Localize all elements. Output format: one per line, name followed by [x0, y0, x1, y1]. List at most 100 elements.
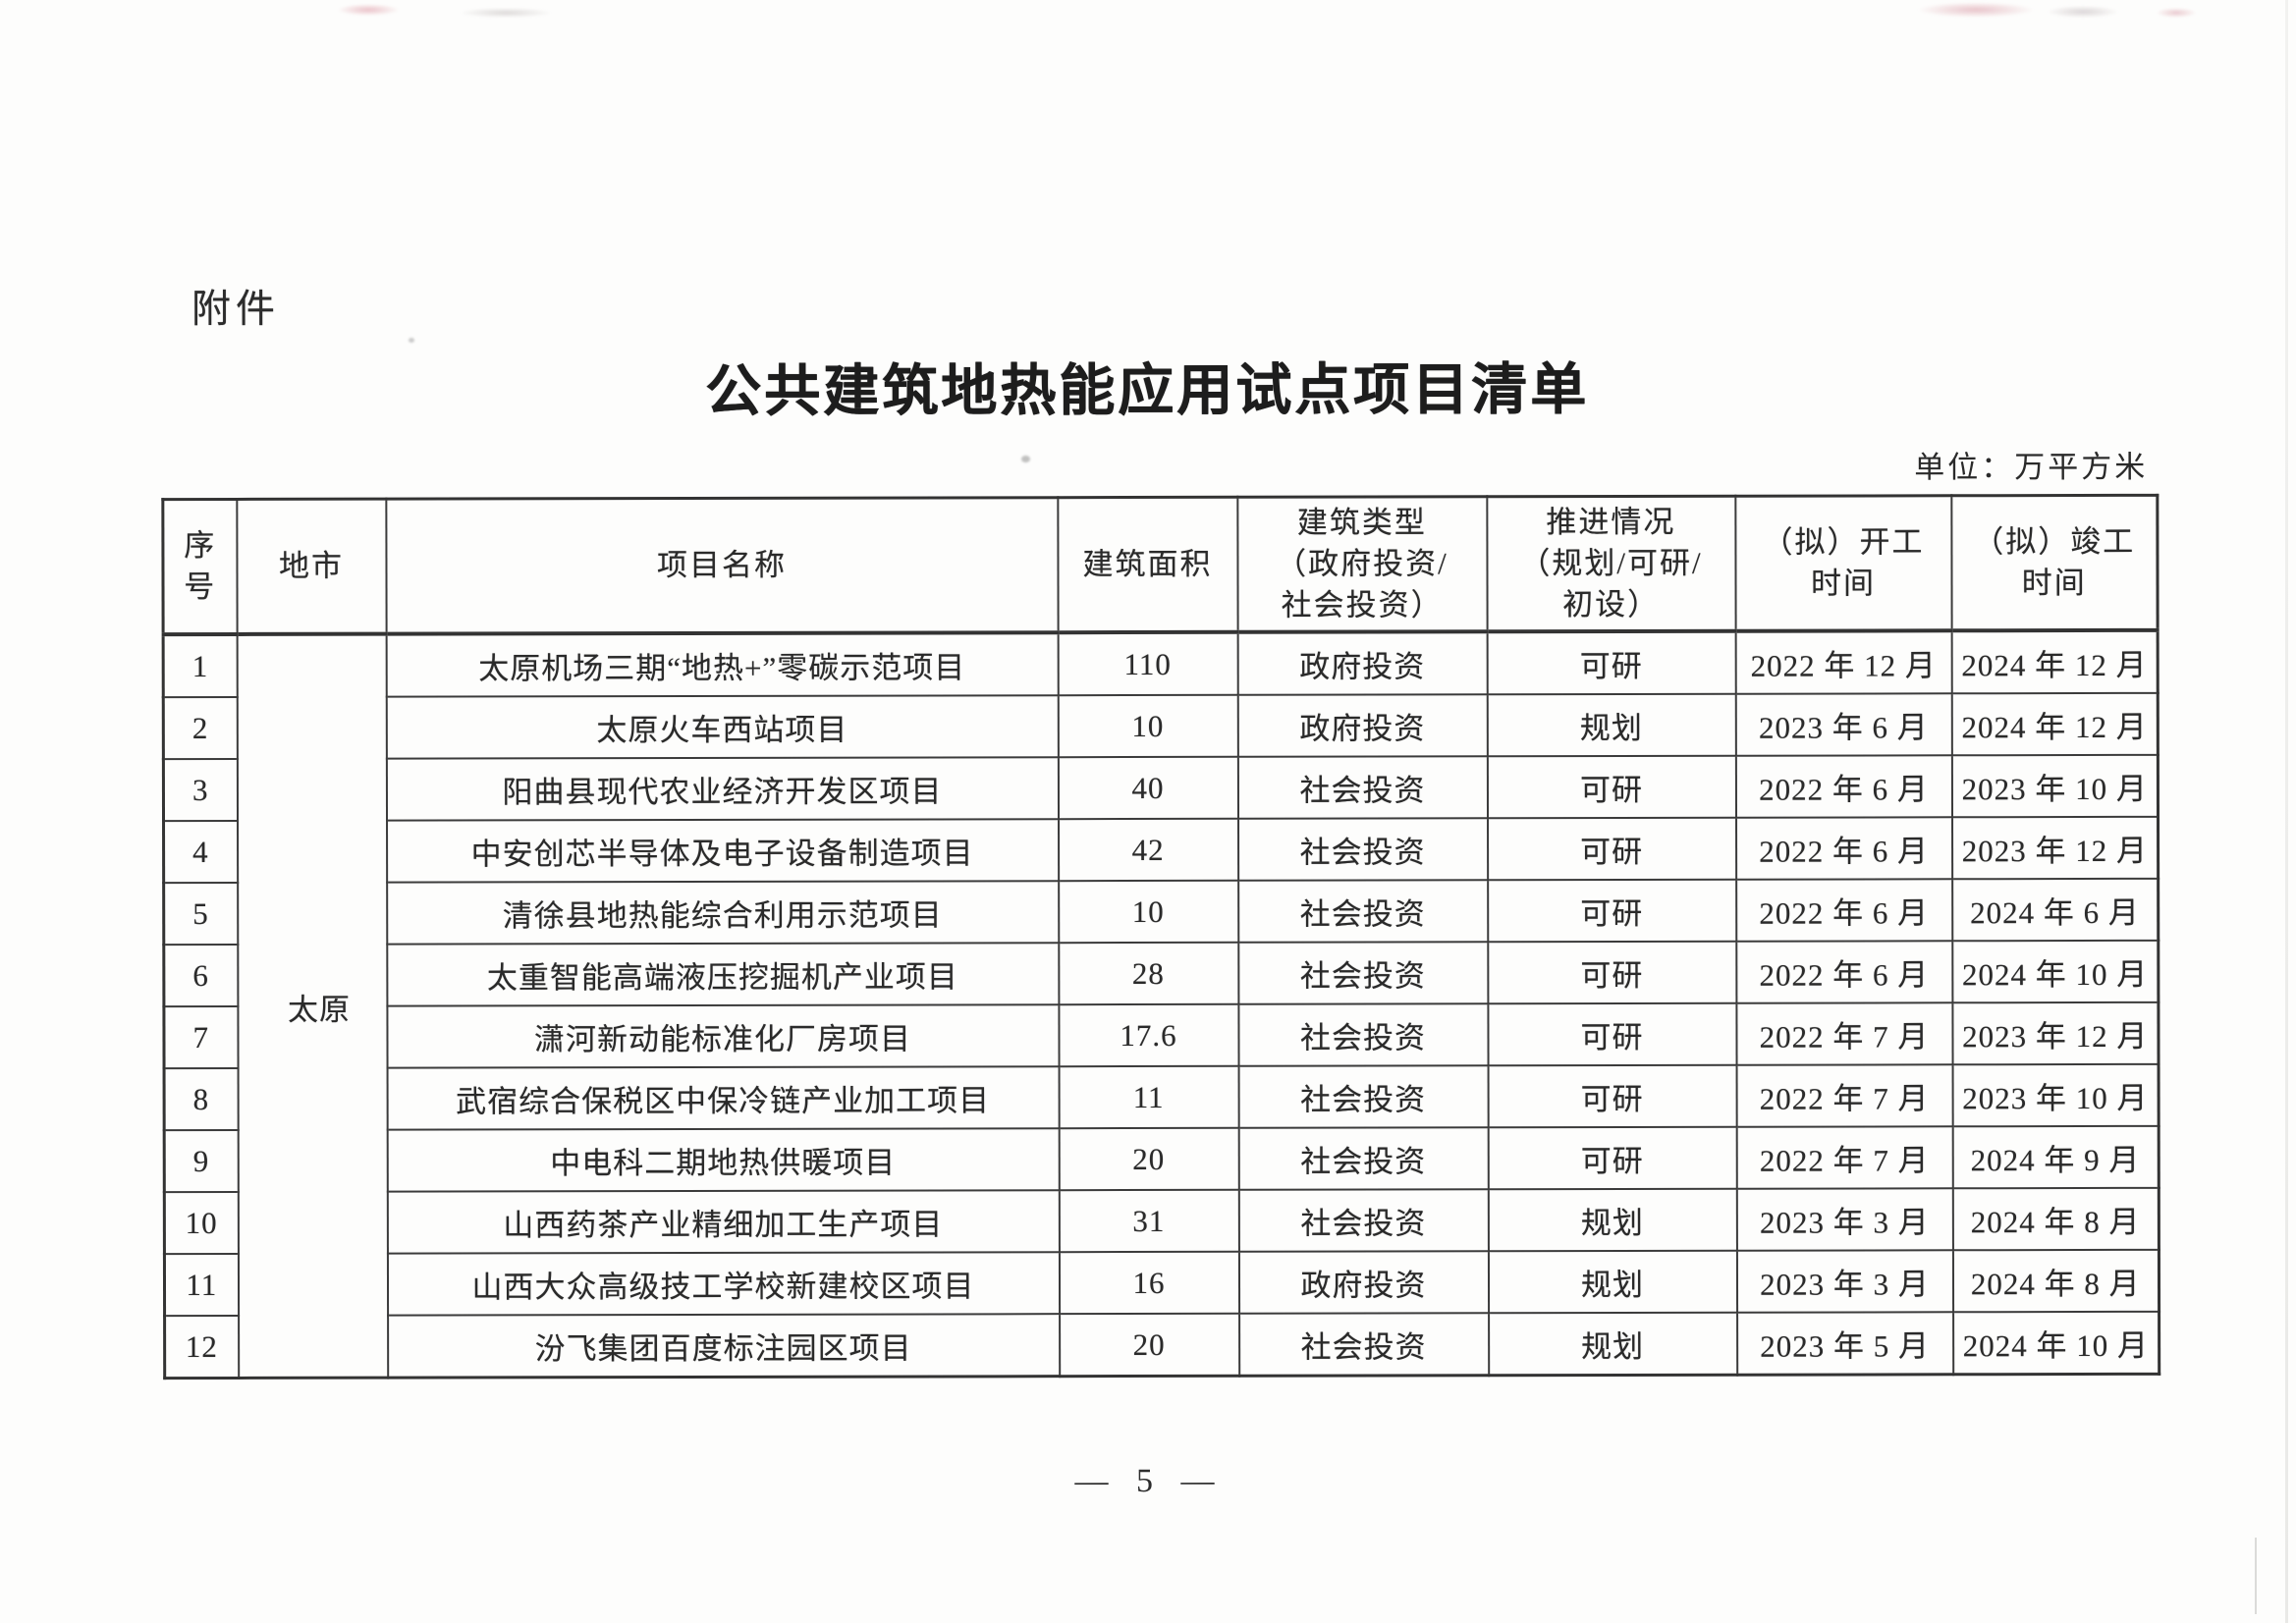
- cell-start: 2023 年 3 月: [1736, 1188, 1953, 1251]
- cell-progress: 可研: [1487, 941, 1736, 1004]
- cell-area: 11: [1059, 1065, 1239, 1129]
- attachment-label: 附件: [191, 286, 280, 332]
- cell-area: 20: [1059, 1127, 1239, 1191]
- projects-table: 序 号 地市 项目名称 建筑面积 建筑类型 （政府投资/ 社会投资） 推进情况 …: [161, 493, 2161, 1380]
- cell-start: 2022 年 6 月: [1735, 755, 1952, 818]
- cell-project: 山西药茶产业精细加工生产项目: [387, 1190, 1060, 1254]
- cell-type: 社会投资: [1238, 1065, 1489, 1128]
- table-row: 5 清徐县地热能综合利用示范项目 10 社会投资 可研 2022 年 6 月 2…: [163, 878, 2159, 946]
- cell-seq: 3: [163, 758, 238, 822]
- table-row: 12 汾飞集团百度标注园区项目 20 社会投资 规划 2023 年 5 月 20…: [164, 1311, 2159, 1379]
- table-row: 11 山西大众高级技工学校新建校区项目 16 政府投资 规划 2023 年 3 …: [164, 1249, 2159, 1317]
- cell-finish: 2024 年 9 月: [1952, 1125, 2159, 1189]
- cell-start: 2022 年 6 月: [1735, 879, 1952, 942]
- table-header: 序 号 地市 项目名称 建筑面积 建筑类型 （政府投资/ 社会投资） 推进情况 …: [162, 495, 2159, 635]
- cell-type: 社会投资: [1238, 1127, 1489, 1190]
- cell-finish: 2024 年 8 月: [1952, 1249, 2159, 1313]
- cell-project: 太原机场三期“地热+”零碳示范项目: [386, 632, 1059, 697]
- table-row: 7 潇河新动能标准化厂房项目 17.6 社会投资 可研 2022 年 7 月 2…: [163, 1001, 2159, 1069]
- cell-seq: 6: [163, 944, 238, 1007]
- page-number: — 5 —: [1074, 1462, 1225, 1500]
- cell-area: 40: [1058, 756, 1238, 820]
- cell-progress: 规划: [1487, 693, 1736, 757]
- cell-project: 中电科二期地热供暖项目: [387, 1128, 1060, 1192]
- cell-type: 政府投资: [1237, 631, 1488, 695]
- table-row: 8 武宿综合保税区中保冷链产业加工项目 11 社会投资 可研 2022 年 7 …: [164, 1063, 2159, 1131]
- cell-area: 10: [1058, 694, 1238, 758]
- cell-start: 2023 年 5 月: [1736, 1312, 1953, 1376]
- table-body: 1 太原 太原机场三期“地热+”零碳示范项目 110 政府投资 可研 2022 …: [163, 629, 2159, 1379]
- cell-type: 政府投资: [1237, 694, 1488, 757]
- cell-project: 阳曲县现代农业经济开发区项目: [386, 757, 1059, 821]
- cell-finish: 2023 年 12 月: [1951, 816, 2159, 880]
- table-row: 3 阳曲县现代农业经济开发区项目 40 社会投资 可研 2022 年 6 月 2…: [163, 754, 2159, 822]
- header-row: 序 号 地市 项目名称 建筑面积 建筑类型 （政府投资/ 社会投资） 推进情况 …: [162, 495, 2159, 635]
- cell-type: 社会投资: [1238, 1189, 1489, 1252]
- table-row: 9 中电科二期地热供暖项目 20 社会投资 可研 2022 年 7 月 2024…: [164, 1125, 2159, 1193]
- cell-seq: 1: [163, 633, 238, 698]
- cell-seq: 4: [163, 820, 238, 884]
- cell-progress: 可研: [1487, 879, 1736, 943]
- header-finish: （拟）竣工 时间: [1950, 495, 2159, 631]
- cell-area: 10: [1058, 880, 1238, 944]
- cell-type: 社会投资: [1237, 1003, 1489, 1066]
- cell-seq: 9: [164, 1129, 239, 1193]
- cell-finish: 2023 年 12 月: [1951, 1001, 2159, 1065]
- cell-project: 太原火车西站项目: [386, 695, 1059, 759]
- cell-progress: 可研: [1487, 755, 1736, 819]
- cell-progress: 规划: [1488, 1250, 1737, 1314]
- header-progress: 推进情况 （规划/可研/ 初设）: [1486, 496, 1736, 632]
- cell-type: 社会投资: [1237, 818, 1488, 881]
- cell-progress: 规划: [1488, 1312, 1737, 1376]
- cell-start: 2022 年 6 月: [1735, 941, 1952, 1003]
- cell-seq: 2: [163, 696, 238, 760]
- cell-area: 42: [1058, 818, 1238, 882]
- cell-type: 社会投资: [1238, 1313, 1489, 1377]
- header-type: 建筑类型 （政府投资/ 社会投资）: [1236, 496, 1488, 632]
- table-row: 4 中安创芯半导体及电子设备制造项目 42 社会投资 可研 2022 年 6 月…: [163, 816, 2159, 884]
- cell-area: 110: [1058, 631, 1238, 696]
- cell-seq: 7: [163, 1005, 239, 1069]
- table-row: 6 太重智能高端液压挖掘机产业项目 28 社会投资 可研 2022 年 6 月 …: [163, 940, 2159, 1007]
- cell-area: 31: [1059, 1189, 1239, 1253]
- cell-start: 2022 年 7 月: [1736, 1064, 1953, 1127]
- cell-project: 中安创芯半导体及电子设备制造项目: [386, 819, 1059, 883]
- cell-start: 2023 年 6 月: [1735, 693, 1952, 756]
- cell-progress: 可研: [1487, 1002, 1737, 1066]
- cell-type: 社会投资: [1237, 880, 1488, 943]
- header-seq: 序 号: [162, 499, 238, 635]
- cell-area: 16: [1059, 1251, 1239, 1315]
- cell-seq: 10: [164, 1191, 239, 1255]
- cell-progress: 可研: [1488, 1126, 1737, 1190]
- cell-type: 社会投资: [1237, 756, 1488, 819]
- cell-finish: 2024 年 12 月: [1951, 692, 2159, 756]
- cell-progress: 可研: [1487, 630, 1736, 695]
- cell-seq: 12: [164, 1315, 239, 1379]
- cell-project: 潇河新动能标准化厂房项目: [386, 1004, 1060, 1068]
- cell-start: 2022 年 6 月: [1735, 817, 1952, 880]
- cell-start: 2023 年 3 月: [1736, 1250, 1953, 1313]
- cell-project: 汾飞集团百度标注园区项目: [387, 1314, 1060, 1379]
- cell-seq: 8: [164, 1067, 239, 1131]
- cell-seq: 5: [163, 882, 238, 946]
- cell-start: 2022 年 12 月: [1735, 630, 1952, 694]
- cell-project: 太重智能高端液压挖掘机产业项目: [386, 943, 1059, 1006]
- cell-city-merged: 太原: [237, 633, 388, 1379]
- cell-project: 清徐县地热能综合利用示范项目: [386, 881, 1059, 945]
- cell-area: 17.6: [1058, 1003, 1239, 1067]
- header-city: 地市: [236, 499, 387, 634]
- cell-progress: 规划: [1488, 1188, 1737, 1252]
- header-area: 建筑面积: [1057, 497, 1238, 633]
- cell-area: 20: [1059, 1313, 1239, 1377]
- cell-progress: 可研: [1487, 817, 1736, 881]
- header-project: 项目名称: [385, 497, 1059, 634]
- table-row: 1 太原 太原机场三期“地热+”零碳示范项目 110 政府投资 可研 2022 …: [163, 629, 2159, 1379]
- page-title: 公共建筑地热能应用试点项目清单: [705, 359, 1590, 423]
- cell-finish: 2024 年 10 月: [1952, 1311, 2159, 1375]
- cell-progress: 可研: [1488, 1064, 1737, 1128]
- cell-finish: 2023 年 10 月: [1951, 754, 2159, 818]
- table-row: 2 太原火车西站项目 10 政府投资 规划 2023 年 6 月 2024 年 …: [163, 692, 2159, 760]
- cell-finish: 2024 年 10 月: [1951, 940, 2159, 1003]
- cell-finish: 2024 年 6 月: [1951, 878, 2159, 942]
